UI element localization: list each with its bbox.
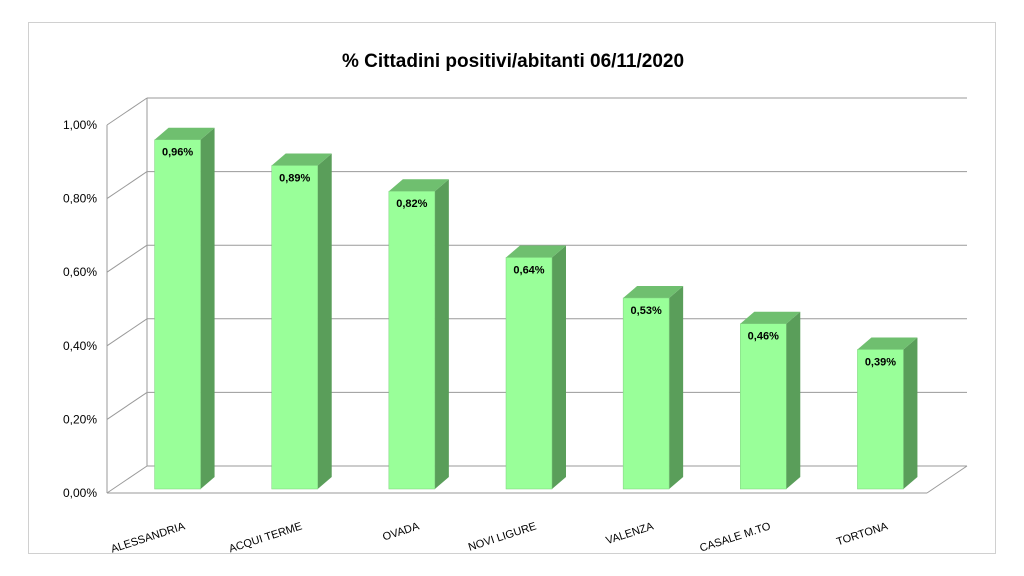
- bar-chart: % Cittadini positivi/abitanti 06/11/2020…: [63, 51, 968, 555]
- gridline-diagonal: [106, 465, 148, 494]
- bar-side: [786, 311, 801, 489]
- bar-front: [740, 323, 787, 490]
- bar-top: [857, 337, 918, 350]
- floor-right-edge: [926, 465, 968, 494]
- bar-side: [434, 179, 449, 490]
- chart-frame: % Cittadini positivi/abitanti 06/11/2020…: [28, 22, 996, 555]
- x-tick-label: CASALE M.TO: [698, 520, 772, 554]
- bar-front: [271, 165, 318, 490]
- bar-front: [622, 297, 670, 490]
- bar-side: [317, 153, 332, 490]
- bar: [622, 285, 684, 490]
- bar: [154, 127, 215, 490]
- bar-top: [388, 179, 449, 192]
- x-tick-label: ALESSANDRIA: [110, 520, 188, 555]
- bar-side: [552, 245, 566, 489]
- bar: [857, 337, 918, 490]
- data-label: 0,89%: [279, 172, 310, 184]
- data-label: 0,46%: [748, 331, 779, 343]
- y-tick-label: 0,20%: [63, 412, 97, 426]
- bar-side: [200, 127, 215, 489]
- gridline-diagonal: [106, 171, 148, 200]
- y-tick-label: 1,00%: [63, 118, 97, 132]
- data-label: 0,64%: [513, 264, 544, 276]
- bar-front: [857, 349, 904, 490]
- bar: [505, 245, 566, 490]
- gridline-diagonal: [106, 391, 148, 420]
- bars-layer: [154, 127, 918, 490]
- data-label: 0,53%: [631, 305, 662, 317]
- bar-side: [903, 337, 918, 489]
- bar-front: [505, 257, 553, 490]
- bar: [740, 311, 801, 490]
- gridline-diagonal: [106, 318, 148, 347]
- data-label: 0,82%: [396, 198, 427, 210]
- bar-top: [740, 311, 801, 324]
- x-tick-label: ACQUI TERME: [227, 520, 303, 555]
- x-tick-label: OVADA: [381, 520, 421, 543]
- bar-side: [669, 285, 684, 489]
- y-tick-label: 0,40%: [63, 339, 97, 353]
- x-tick-label: VALENZA: [604, 520, 655, 547]
- data-label: 0,39%: [865, 356, 896, 368]
- bar-top: [623, 285, 684, 298]
- bar-top: [506, 245, 566, 258]
- y-tick-label: 0,80%: [63, 192, 97, 206]
- y-tick-label: 0,00%: [63, 486, 97, 500]
- chart-title: % Cittadini positivi/abitanti 06/11/2020: [342, 51, 684, 72]
- gridline-diagonal: [106, 244, 148, 273]
- bar-front: [154, 139, 201, 490]
- y-tick-label: 0,60%: [63, 265, 97, 279]
- x-tick-label: NOVI LIGURE: [467, 520, 538, 553]
- bar-top: [271, 153, 332, 166]
- data-label: 0,96%: [162, 147, 193, 159]
- bar-top: [154, 127, 215, 140]
- bar-front: [388, 190, 436, 490]
- gridline-diagonal: [106, 97, 148, 126]
- x-tick-label: TORTONA: [835, 520, 890, 548]
- bar: [271, 153, 332, 490]
- bar: [388, 179, 449, 490]
